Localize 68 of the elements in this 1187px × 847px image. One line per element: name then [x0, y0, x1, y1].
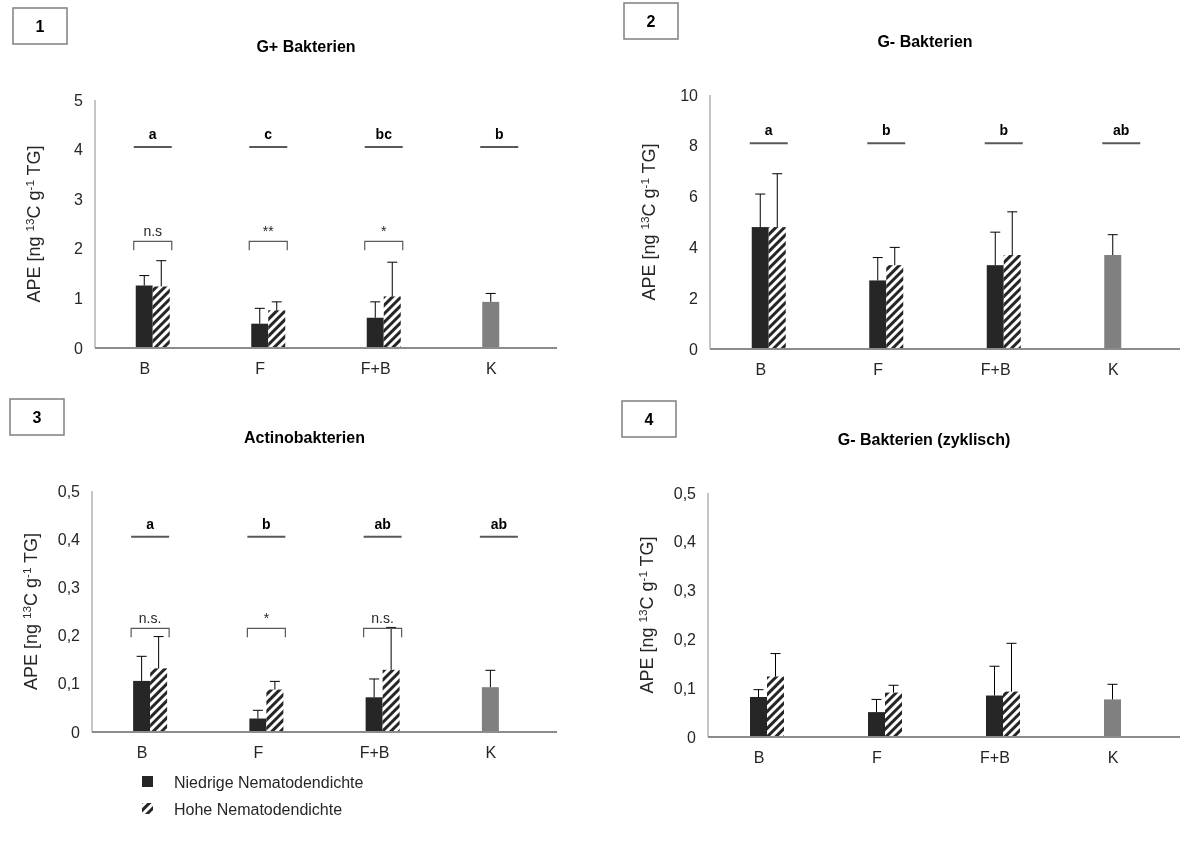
annotation: n.s: [143, 223, 163, 240]
chart-title: G- Bakterien: [877, 33, 973, 50]
y-tick-label: 4: [689, 239, 699, 256]
text: 4: [644, 411, 654, 428]
annotation: ab: [374, 515, 391, 532]
y-tick-label: 0: [687, 728, 697, 746]
annotation: a: [146, 515, 155, 532]
y-tick-label: 10: [680, 86, 699, 104]
annotation: *: [381, 223, 388, 240]
x-tick-label: K: [1107, 749, 1119, 766]
y-tick-label: 0: [74, 339, 84, 357]
y-tick-label: 0,1: [57, 675, 81, 693]
x-tick-label: K: [1107, 361, 1119, 378]
annotation: ab: [1113, 122, 1130, 139]
x-tick-label: F+B: [359, 744, 390, 761]
x-tick-label: F: [253, 744, 264, 761]
x-tick-label: F+B: [980, 361, 1011, 378]
annotation: b: [999, 122, 1009, 139]
y-tick-label: 8: [689, 137, 699, 155]
y-tick-label: 0,3: [57, 579, 81, 596]
annotation: *: [263, 610, 270, 627]
y-tick-label: 2: [74, 240, 84, 258]
y-tick-label: 4: [74, 141, 84, 159]
annotation: b: [262, 515, 271, 532]
text: 2: [646, 13, 656, 30]
chart-title: Actinobakterien: [244, 429, 365, 446]
text: 3: [32, 409, 42, 426]
x-tick-label: K: [485, 744, 497, 761]
annotation: **: [262, 223, 275, 240]
annotation: c: [264, 126, 273, 143]
annotation: ab: [490, 515, 508, 532]
x-tick-label: F+B: [980, 749, 1010, 766]
chart-title: G+ Bakterien: [256, 38, 356, 55]
x-tick-label: F: [873, 361, 884, 378]
x-tick-label: B: [755, 361, 767, 378]
y-tick-label: 0,5: [57, 482, 81, 500]
x-tick-label: B: [753, 749, 765, 766]
y-tick-label: 0,2: [57, 627, 81, 645]
annotation: bc: [375, 126, 393, 143]
y-tick-label: 5: [74, 91, 84, 109]
text: 1: [35, 18, 45, 35]
legend-label: Hohe Nematodendichte: [174, 800, 343, 818]
x-tick-label: B: [139, 360, 151, 377]
annotation: n.s.: [138, 610, 162, 627]
y-tick-label: 2: [689, 289, 699, 307]
y-tick-label: 0,4: [673, 533, 697, 551]
x-tick-label: F: [255, 360, 266, 377]
annotation: a: [764, 122, 773, 139]
x-tick-label: F: [872, 749, 883, 766]
y-tick-label: 0,1: [673, 679, 697, 697]
annotation: n.s.: [371, 610, 394, 627]
y-tick-label: 0,5: [673, 484, 697, 502]
y-tick-label: 0: [71, 723, 81, 741]
y-tick-label: 0,4: [57, 530, 81, 548]
legend-label: Niedrige Nematodendichte: [174, 773, 364, 791]
x-tick-label: F+B: [360, 360, 391, 377]
y-tick-label: 0,3: [673, 582, 697, 600]
y-tick-label: 6: [689, 188, 699, 206]
y-tick-label: 1: [74, 290, 84, 307]
annotation: a: [148, 126, 157, 143]
y-tick-label: 3: [74, 190, 84, 208]
annotation: b: [881, 122, 891, 139]
y-tick-label: 0: [689, 340, 699, 358]
y-tick-label: 0,2: [673, 631, 697, 648]
x-tick-label: K: [485, 360, 497, 377]
chart-title: G- Bakterien (zyklisch): [837, 431, 1011, 448]
annotation: b: [494, 126, 504, 143]
x-tick-label: B: [136, 744, 148, 761]
